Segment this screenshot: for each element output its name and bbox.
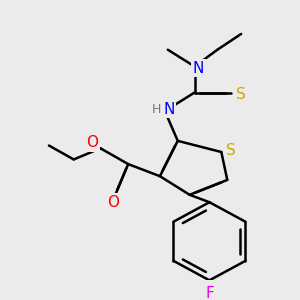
Text: S: S [226, 143, 236, 158]
Text: N: N [193, 61, 204, 76]
Text: S: S [236, 87, 246, 102]
Text: O: O [86, 135, 98, 150]
Text: H: H [152, 103, 162, 116]
Text: F: F [205, 286, 214, 300]
Text: N: N [163, 102, 175, 117]
Text: O: O [107, 195, 119, 210]
